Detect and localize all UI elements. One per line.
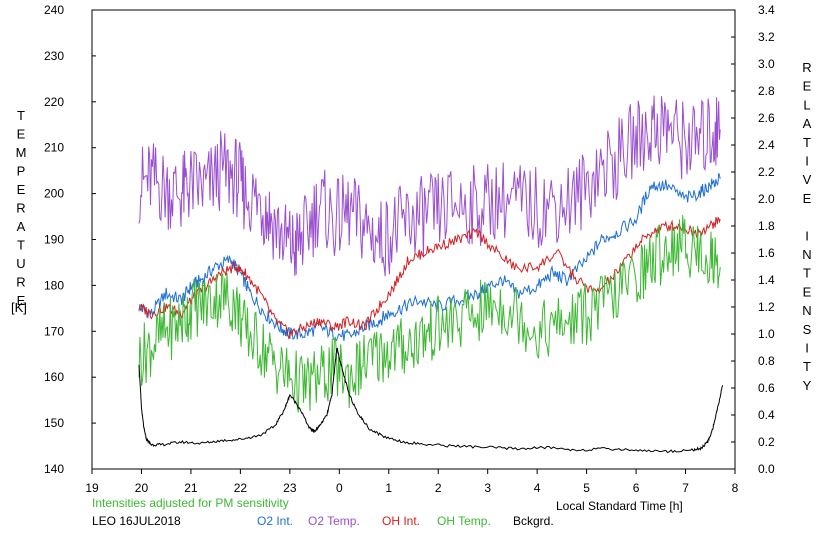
right-tick-label: 1.4: [758, 273, 775, 287]
axis-label-letter: L: [803, 97, 810, 112]
axis-label-letter: R: [802, 60, 811, 75]
series-line: [138, 214, 721, 413]
right-tick-label: 1.6: [758, 246, 775, 260]
axis-label-letter: A: [17, 219, 26, 234]
legend-entry: OH Int.: [382, 514, 420, 528]
left-axis-unit: [K]: [11, 300, 27, 315]
series-line: [138, 216, 721, 340]
left-tick-label: 210: [44, 141, 64, 155]
right-tick-label: 0.6: [758, 381, 775, 395]
left-tick-label: 160: [44, 370, 64, 384]
axis-label-letter: Y: [803, 378, 812, 393]
right-tick-label: 2.8: [758, 84, 775, 98]
axis-label-letter: I: [805, 154, 809, 169]
right-tick-label: 1.8: [758, 219, 775, 233]
x-tick-label: 4: [534, 481, 541, 495]
x-tick-label: 20: [135, 481, 149, 495]
axis-label-letter: M: [16, 145, 27, 160]
right-tick-label: 2.4: [758, 138, 775, 152]
left-tick-label: 230: [44, 49, 64, 63]
axis-label-letter: E: [17, 182, 26, 197]
x-tick-label: 22: [234, 481, 248, 495]
axis-label-letter: T: [17, 108, 25, 123]
left-axis-ticks: 140 150 160 170 180 190 200 210 220 230 240: [44, 3, 96, 476]
x-axis-label: Local Standard Time [h]: [556, 499, 683, 513]
x-axis-ticks: 19 20 21 22 23 0 1 2 3 4 5 6 7 8: [85, 469, 739, 495]
legend-entry: OH Temp.: [437, 514, 491, 528]
legend-entry: O2 Temp.: [308, 514, 360, 528]
right-tick-label: 2.6: [758, 111, 775, 125]
axis-label-letter: T: [803, 359, 811, 374]
axis-label-letter: V: [803, 172, 812, 187]
x-tick-label: 5: [583, 481, 590, 495]
axis-label-letter: R: [16, 275, 25, 290]
left-tick-label: 200: [44, 187, 64, 201]
left-tick-label: 240: [44, 3, 64, 17]
axis-label-letter: E: [803, 284, 812, 299]
axis-label-letter: A: [803, 116, 812, 131]
axis-label-letter: P: [17, 164, 26, 179]
x-tick-label: 2: [435, 481, 442, 495]
axis-label-letter: R: [16, 201, 25, 216]
left-tick-label: 150: [44, 416, 64, 430]
legend-entry: Bckgrd.: [513, 514, 554, 528]
series-line: [138, 173, 721, 342]
right-tick-label: 1.2: [758, 300, 775, 314]
axis-label-letter: U: [16, 256, 25, 271]
plot-frame: [91, 9, 736, 470]
right-tick-label: 0.8: [758, 354, 775, 368]
left-tick-label: 180: [44, 278, 64, 292]
axis-label-letter: I: [805, 341, 809, 356]
axis-label-letter: E: [17, 127, 26, 142]
x-tick-label: 23: [283, 481, 297, 495]
right-tick-label: 2.0: [758, 192, 775, 206]
x-tick-label: 8: [732, 481, 739, 495]
right-tick-label: 3.2: [758, 30, 775, 44]
right-tick-label: 0.4: [758, 408, 775, 422]
legend: O2 Int. O2 Temp. OH Int. OH Temp. Bckgrd.: [257, 514, 554, 528]
x-tick-label: 21: [184, 481, 198, 495]
left-tick-label: 190: [44, 233, 64, 247]
series-lines: [138, 95, 724, 454]
axis-label-letter: N: [802, 247, 811, 262]
left-tick-label: 140: [44, 462, 64, 476]
right-tick-label: 2.2: [758, 165, 775, 179]
x-tick-label: 0: [336, 481, 343, 495]
x-tick-label: 19: [85, 481, 99, 495]
right-axis-ticks: 0.0 0.2 0.4 0.6 0.8 1.0 1.2 1.4 1.6 1.8 2.0 2.2 2.4 2…: [731, 3, 775, 476]
x-tick-label: 3: [484, 481, 491, 495]
axis-label-letter: T: [17, 238, 25, 253]
axis-label-letter: I: [805, 228, 809, 243]
axis-label-letter: E: [17, 293, 26, 308]
series-line: [138, 95, 721, 277]
right-tick-label: 0.0: [758, 462, 775, 476]
right-tick-label: 0.2: [758, 435, 775, 449]
left-tick-label: 220: [44, 95, 64, 109]
series-line: [138, 347, 724, 454]
axis-label-letter: T: [803, 135, 811, 150]
axis-label-letter: N: [802, 303, 811, 318]
station-date-label: LEO 16JUL2018: [92, 514, 181, 528]
pm-sensitivity-note: Intensities adjusted for PM sensitivity: [92, 496, 289, 510]
axis-label-letter: T: [803, 266, 811, 281]
right-tick-label: 1.0: [758, 327, 775, 341]
axis-label-letter: S: [803, 322, 812, 337]
x-tick-label: 6: [633, 481, 640, 495]
x-tick-label: 1: [385, 481, 392, 495]
x-tick-label: 7: [682, 481, 689, 495]
axis-label-letter: E: [803, 79, 812, 94]
right-tick-label: 3.4: [758, 3, 775, 17]
axis-label-letter: E: [803, 191, 812, 206]
legend-entry: O2 Int.: [257, 514, 293, 528]
left-tick-label: 170: [44, 324, 64, 338]
right-tick-label: 3.0: [758, 57, 775, 71]
